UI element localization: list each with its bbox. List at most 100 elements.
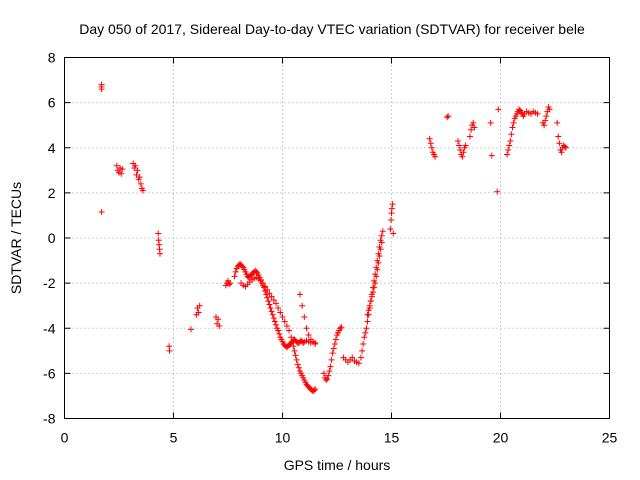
data-point — [388, 216, 395, 223]
data-point — [363, 325, 370, 332]
data-point — [355, 360, 362, 367]
data-point — [487, 119, 494, 126]
data-point — [275, 304, 282, 311]
data-point — [283, 322, 290, 329]
x-axis-tick-labels: 0 5 10 15 20 25 — [61, 430, 618, 446]
data-point — [155, 230, 162, 237]
data-point — [232, 268, 239, 275]
data-point — [365, 307, 372, 314]
data-point — [271, 318, 278, 325]
data-point — [329, 350, 336, 357]
data-point — [367, 298, 374, 305]
data-point — [291, 347, 298, 354]
x-axis-label: GPS time / hours — [284, 457, 391, 473]
data-point — [119, 166, 126, 173]
y-tick-label: -4 — [43, 320, 56, 336]
data-point — [331, 341, 338, 348]
data-point — [134, 167, 141, 174]
data-point — [277, 309, 284, 316]
data-point — [534, 110, 541, 117]
plot-frame — [64, 57, 610, 419]
data-point — [239, 263, 246, 270]
data-point — [303, 325, 310, 332]
data-point — [263, 291, 270, 298]
data-point — [327, 363, 334, 370]
data-point — [294, 361, 301, 368]
data-point — [259, 280, 266, 287]
data-point — [156, 250, 163, 257]
data-point — [292, 352, 299, 359]
data-point — [362, 329, 369, 336]
data-point — [466, 133, 473, 140]
x-tick-label: 10 — [275, 430, 291, 446]
y-tick-label: -2 — [43, 275, 56, 291]
data-point — [288, 334, 295, 341]
data-point — [332, 336, 339, 343]
data-point — [133, 171, 140, 178]
data-point — [505, 147, 512, 154]
data-point — [300, 339, 307, 346]
y-tick-label: 4 — [48, 140, 56, 156]
data-point — [226, 281, 233, 288]
data-point — [268, 293, 275, 300]
data-point — [470, 119, 477, 126]
data-point — [460, 149, 467, 156]
data-point — [373, 273, 380, 280]
data-point — [371, 284, 378, 291]
data-point — [562, 144, 569, 151]
data-point — [264, 286, 271, 293]
x-tick-label: 15 — [384, 430, 400, 446]
data-point — [390, 230, 397, 237]
data-point — [488, 152, 495, 159]
data-point — [459, 153, 466, 160]
data-point — [311, 387, 318, 394]
data-point — [166, 347, 173, 354]
data-point — [378, 239, 385, 246]
data-point — [426, 135, 433, 142]
data-point — [286, 327, 293, 334]
data-point — [323, 377, 330, 384]
data-point — [276, 330, 283, 337]
data-point — [510, 119, 517, 126]
data-point — [187, 326, 194, 333]
data-point — [495, 106, 502, 113]
data-point — [375, 259, 382, 266]
data-point — [253, 268, 260, 275]
data-point — [289, 338, 296, 345]
data-point — [267, 304, 274, 311]
data-point — [272, 300, 279, 307]
data-point — [337, 325, 344, 332]
data-point — [136, 174, 143, 181]
data-point — [366, 302, 373, 309]
data-point — [556, 140, 563, 147]
data-point — [215, 316, 222, 323]
data-point — [357, 354, 364, 361]
data-point — [266, 301, 273, 308]
data-point — [293, 356, 300, 363]
data-point — [507, 137, 514, 144]
data-point — [137, 180, 144, 187]
data-point — [468, 126, 475, 133]
data-point — [325, 372, 332, 379]
chart-title: Day 050 of 2017, Sidereal Day-to-day VTE… — [79, 21, 585, 37]
data-point — [542, 117, 549, 124]
data-point — [295, 364, 302, 371]
data-point — [328, 356, 335, 363]
data-point — [338, 324, 345, 331]
data-point — [265, 298, 272, 305]
data-point — [387, 225, 394, 232]
data-point — [444, 114, 451, 121]
data-point — [377, 246, 384, 253]
y-tick-label: 6 — [48, 95, 56, 111]
data-point — [508, 131, 515, 138]
data-point — [389, 201, 396, 208]
data-point — [369, 289, 376, 296]
data-point — [516, 106, 523, 113]
data-point — [227, 280, 234, 287]
data-point — [456, 142, 463, 149]
data-point — [98, 209, 105, 216]
data-point — [388, 205, 395, 212]
data-point — [270, 297, 277, 304]
